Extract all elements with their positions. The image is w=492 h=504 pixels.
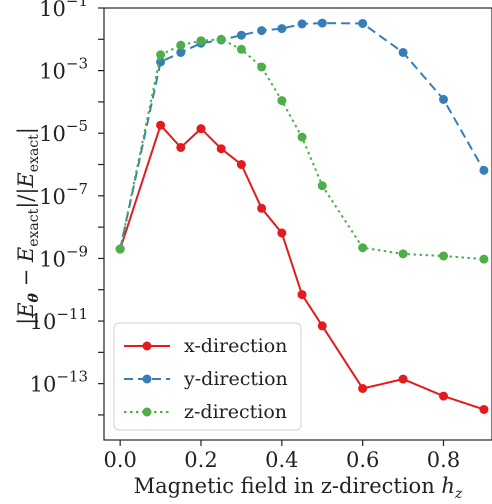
data-point <box>479 165 489 175</box>
data-point <box>317 321 327 331</box>
plot-series-group <box>115 18 489 414</box>
y-axis-label: |Eθ − Eexact|/|Eexact| <box>14 127 42 325</box>
y-tick-label: 10−13 <box>30 368 88 397</box>
plot-frame <box>103 7 492 441</box>
data-point <box>317 181 327 191</box>
x-tick-label: 0.2 <box>184 448 217 472</box>
data-point <box>439 251 448 261</box>
data-point <box>236 44 246 54</box>
series-line <box>119 38 484 261</box>
data-point <box>479 254 489 264</box>
data-point <box>115 244 125 254</box>
data-point <box>257 203 267 213</box>
data-point <box>257 26 267 36</box>
x-tick-label: 0.6 <box>346 448 379 472</box>
data-point <box>216 34 226 44</box>
legend-label: y-direction <box>183 368 288 390</box>
data-point <box>358 243 368 253</box>
data-point <box>398 249 408 259</box>
x-axis-label-subscript: z <box>454 486 463 502</box>
data-point <box>358 18 368 28</box>
data-point <box>398 374 408 384</box>
data-point <box>297 290 307 300</box>
series-line <box>119 123 485 411</box>
y-tick-label: 10−7 <box>39 180 88 209</box>
legend-marker <box>142 341 152 351</box>
x-axis-label-symbol: h <box>441 474 455 498</box>
data-point <box>277 24 287 34</box>
data-point <box>236 30 246 40</box>
data-point <box>297 132 307 142</box>
y-tick-label: 10−9 <box>39 242 88 271</box>
legend-item-x-direction: x-direction <box>124 335 287 357</box>
data-point <box>439 94 448 104</box>
x-axis-label: Magnetic field in z-direction hz <box>134 474 463 502</box>
x-tick-label: 0.0 <box>103 448 136 472</box>
data-point <box>156 50 166 60</box>
y-tick-label: 10−5 <box>39 117 88 146</box>
data-point <box>277 96 287 106</box>
y-tick-label: 10−11 <box>30 305 88 334</box>
legend-item-z-direction: z-direction <box>124 401 287 423</box>
legend-marker <box>142 374 152 384</box>
y-axis: 10−1 10−3 10−5 10−7 10−9 10−11 10−13 <box>30 0 104 416</box>
data-point <box>176 40 186 50</box>
data-point <box>479 404 489 414</box>
legend: x-direction y-direction z-direction <box>113 322 302 431</box>
legend-label: z-direction <box>184 401 287 423</box>
x-tick-label: 0.4 <box>265 448 298 472</box>
data-point <box>236 160 246 170</box>
data-point <box>439 391 448 401</box>
data-point <box>297 19 307 29</box>
legend-item-y-direction: y-direction <box>124 368 288 390</box>
y-tick-label: 10−3 <box>39 55 88 84</box>
legend-box <box>113 322 302 431</box>
data-point <box>196 36 206 46</box>
series-z-direction <box>115 34 489 264</box>
y-tick-label: 10−1 <box>39 0 88 21</box>
x-axis: 0.0 0.2 0.4 0.6 0.8 <box>103 440 460 472</box>
data-point <box>317 18 327 28</box>
data-point <box>156 120 166 130</box>
data-point <box>176 47 186 57</box>
data-point <box>257 62 267 72</box>
x-tick-label: 0.8 <box>427 448 460 472</box>
data-point <box>156 57 166 67</box>
x-axis-label-text: Magnetic field in z-direction <box>134 474 435 498</box>
series-x-direction <box>115 120 489 414</box>
data-point <box>176 142 186 152</box>
data-point <box>196 124 206 134</box>
data-point <box>216 144 226 154</box>
data-point <box>277 228 287 238</box>
data-point <box>358 384 368 394</box>
legend-marker <box>142 407 152 417</box>
legend-label: x-direction <box>184 335 287 357</box>
data-point <box>398 47 408 57</box>
